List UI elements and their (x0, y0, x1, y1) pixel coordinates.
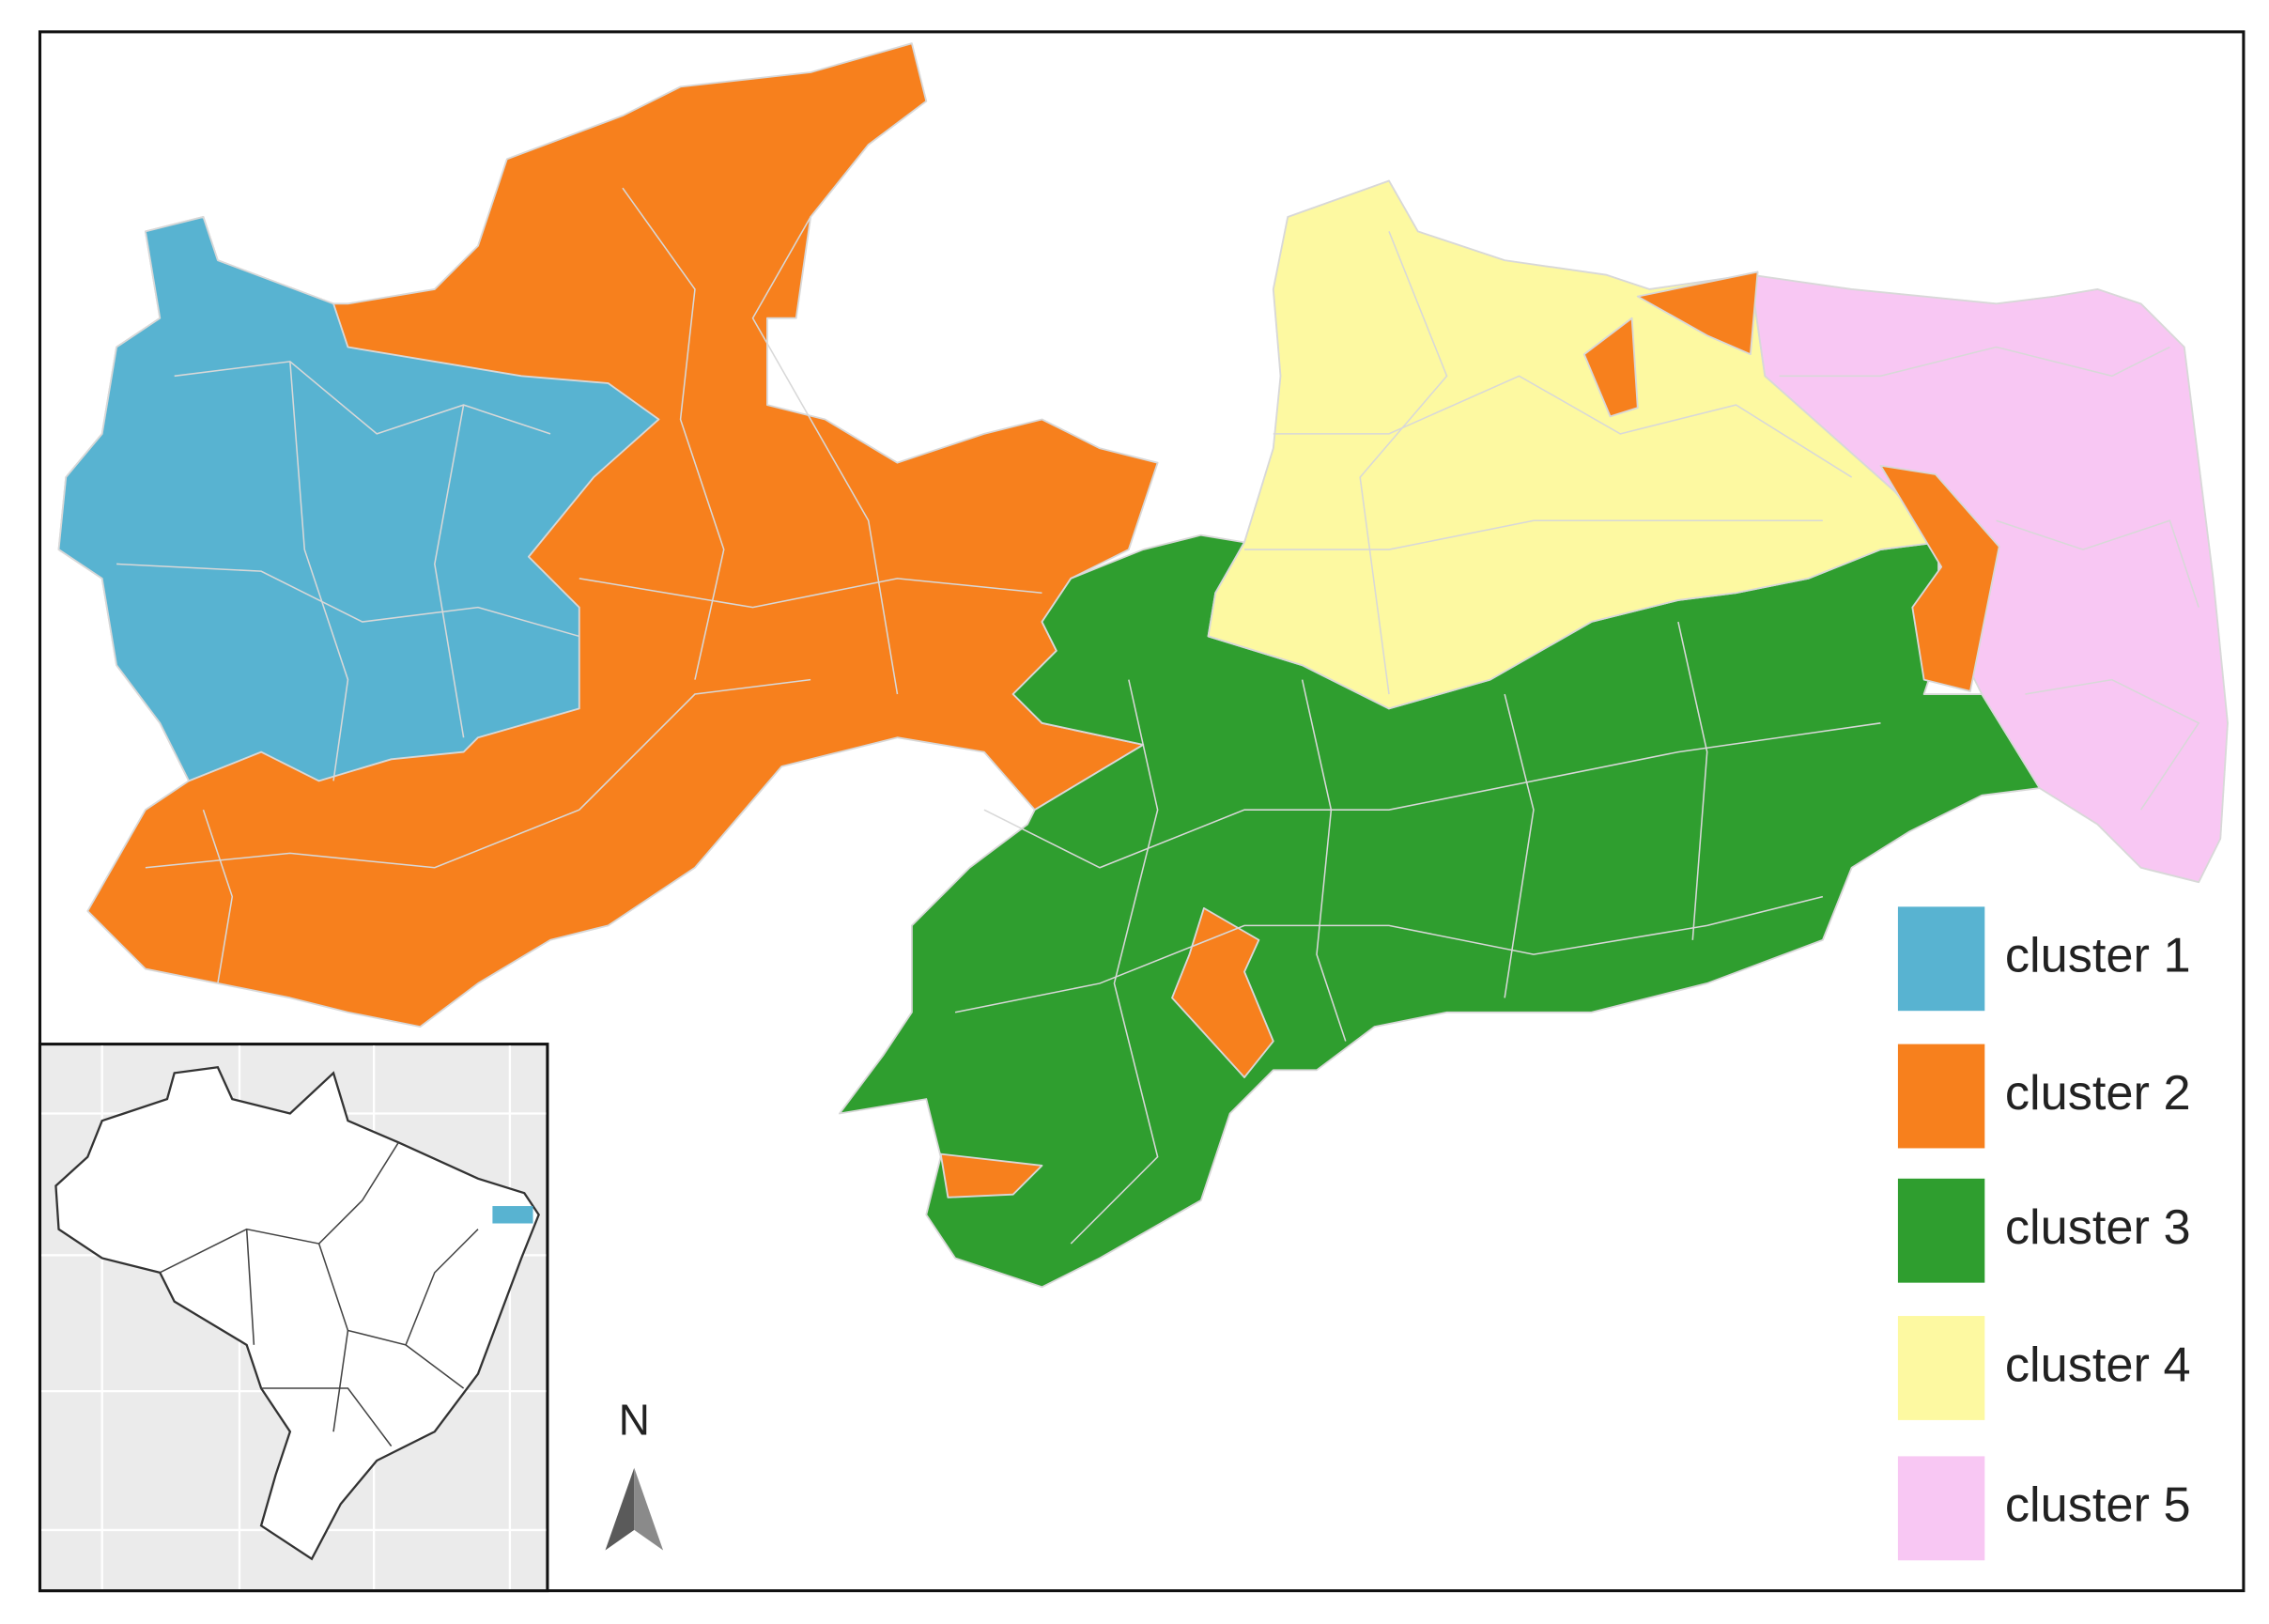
region (57, 216, 660, 782)
border (1677, 621, 1708, 940)
border (2025, 678, 2200, 811)
border (145, 678, 811, 869)
border (202, 809, 234, 984)
state-borders (159, 1141, 479, 1447)
regions (57, 42, 2229, 1289)
region (1582, 317, 1639, 418)
border (1996, 519, 2200, 608)
region (1879, 464, 2000, 692)
brazil-outline (54, 1065, 540, 1561)
region (1171, 906, 1274, 1078)
border (434, 404, 465, 738)
border (1070, 679, 1159, 1245)
region (1636, 271, 1759, 356)
legend-swatch (1897, 1316, 1985, 1420)
municipal-borders (116, 187, 2200, 1245)
border (1301, 679, 1347, 1042)
legend-swatch (1897, 1044, 1985, 1149)
region (939, 1152, 1043, 1199)
north-arrow: N (605, 1395, 664, 1551)
border (622, 187, 725, 680)
border (1779, 346, 2170, 378)
legend-label: cluster 2 (2005, 1066, 2191, 1121)
border (751, 216, 899, 695)
legend: cluster 1 cluster 2 cluster 3 cluster 4 clus… (1897, 906, 2191, 1561)
border (954, 895, 1824, 1013)
border (983, 722, 1881, 869)
border (174, 361, 551, 435)
border (1273, 375, 1853, 478)
border (1359, 231, 1448, 695)
legend-swatch (1897, 906, 1985, 1012)
legend-label: cluster 3 (2005, 1200, 2191, 1255)
legend-swatch (1897, 1456, 1985, 1561)
border (579, 578, 1042, 609)
north-label: N (619, 1395, 650, 1444)
border (289, 361, 349, 781)
border (116, 563, 579, 638)
arrow-right (634, 1467, 664, 1551)
arrow-left (605, 1467, 635, 1551)
legend-label: cluster 4 (2005, 1338, 2191, 1392)
legend-label: cluster 1 (2005, 929, 2191, 983)
study-area (492, 1206, 533, 1224)
border (1504, 693, 1535, 998)
border (1244, 519, 1823, 550)
inset-map (38, 1043, 549, 1593)
legend-label: cluster 5 (2005, 1478, 2191, 1533)
legend-swatch (1897, 1178, 1985, 1283)
